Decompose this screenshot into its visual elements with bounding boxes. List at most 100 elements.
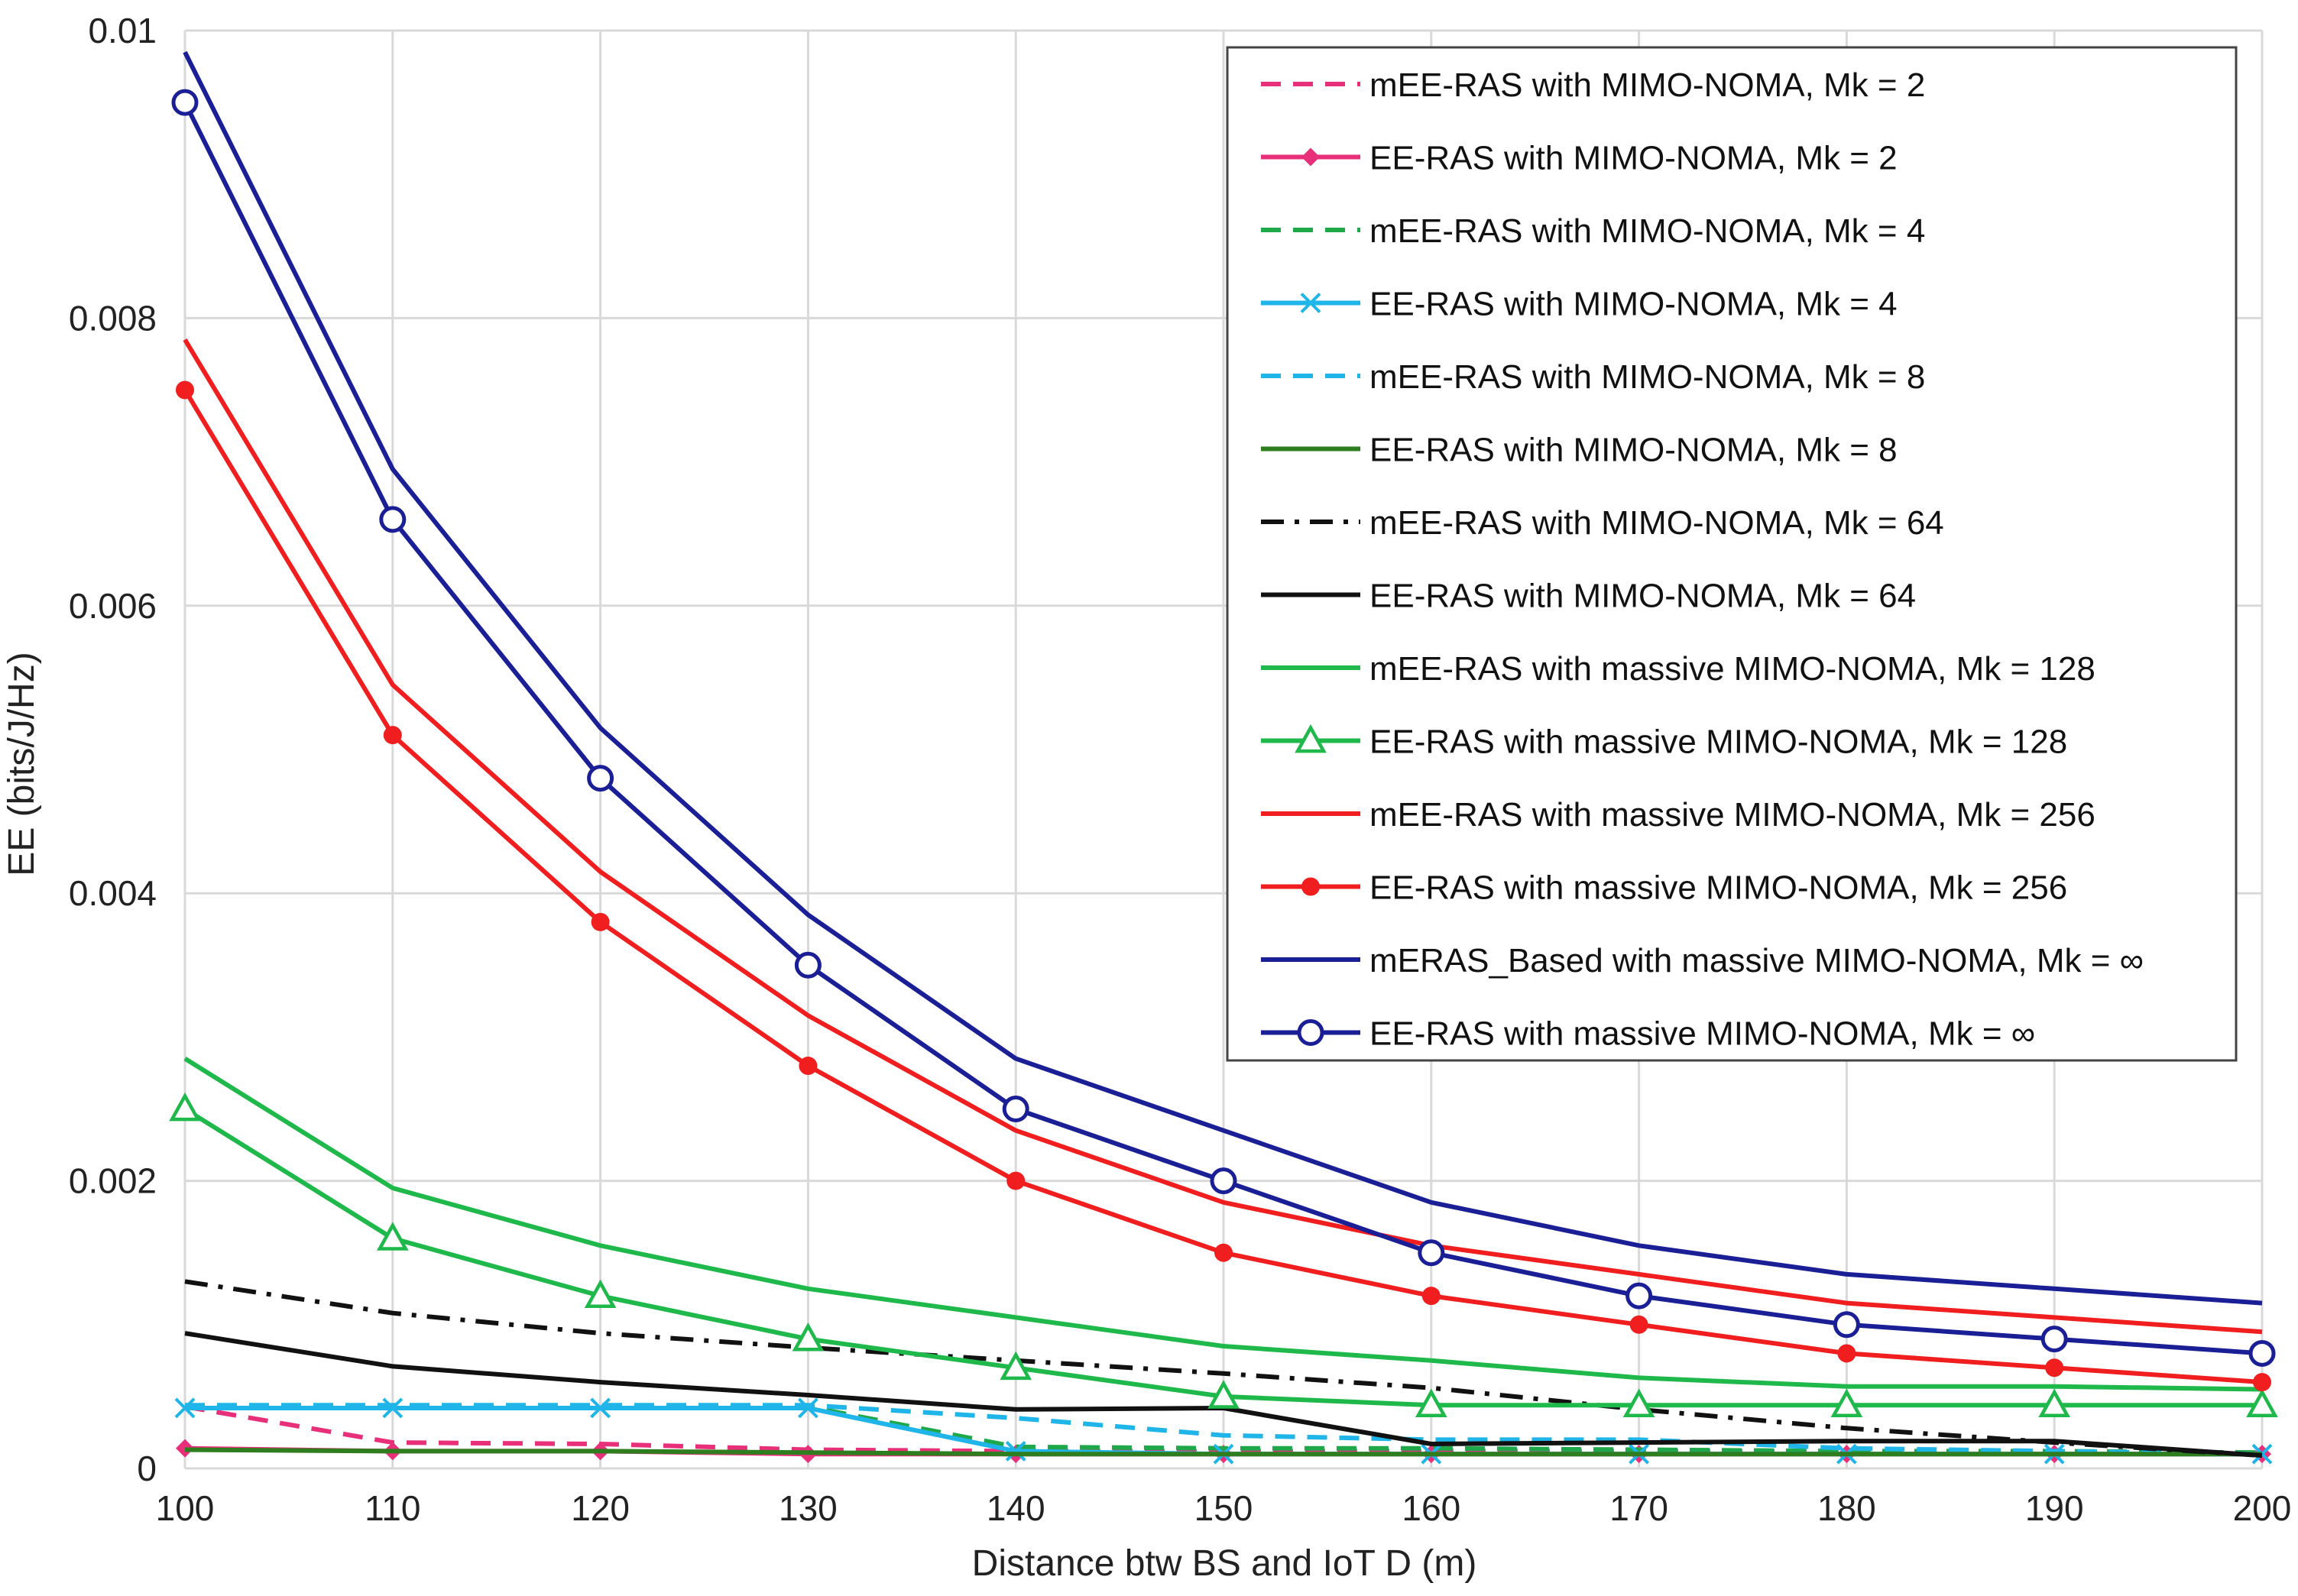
data-point [383,726,402,745]
legend-label: mEE-RAS with massive MIMO-NOMA, Mk = 256 [1369,796,2095,834]
x-axis-ticks: 100 110 120 130 140 150 160 170 180 190 200 [156,1488,2292,1528]
data-point [376,1222,409,1251]
legend-entry: mEE-RAS with massive MIMO-NOMA, Mk = 256 [1261,796,2095,834]
data-point [587,765,614,792]
legend-entry: mERAS_Based with massive MIMO-NOMA, Mk =… [1261,942,2144,979]
data-point [1837,1344,1856,1363]
legend-label: EE-RAS with massive MIMO-NOMA, Mk = ∞ [1369,1015,2035,1053]
legend-label: EE-RAS with MIMO-NOMA, Mk = 4 [1369,286,1898,323]
data-point [1629,1315,1648,1334]
series-line [184,1447,2262,1457]
x-tick-label: 160 [1402,1488,1460,1528]
data-point [174,1397,196,1419]
data-point [2038,1388,2071,1418]
data-point [169,1092,201,1122]
data-point [792,1322,825,1352]
data-point [1833,1311,1860,1339]
series-12 [183,50,2263,1306]
legend-marker [1300,293,1321,313]
legend-label: EE-RAS with massive MIMO-NOMA, Mk = 128 [1369,724,2067,761]
y-tick-label: 0.004 [69,873,157,913]
data-point [382,1397,404,1419]
legend-entry: mEE-RAS with MIMO-NOMA, Mk = 8 [1261,358,1925,396]
legend-label: mEE-RAS with MIMO-NOMA, Mk = 64 [1369,504,1944,542]
data-point [1002,1096,1029,1122]
series-13 [171,89,2276,1367]
y-tick-label: 0.008 [69,298,157,338]
series-line [183,338,2263,1335]
data-point [1622,1388,1655,1418]
legend-label: EE-RAS with MIMO-NOMA, Mk = 8 [1369,432,1898,469]
x-tick-label: 170 [1609,1488,1668,1528]
x-tick-label: 120 [571,1488,630,1528]
legend-label: EE-RAS with MIMO-NOMA, Mk = 2 [1369,140,1898,177]
legend-entry: mEE-RAS with MIMO-NOMA, Mk = 2 [1261,66,1925,104]
legend-label: EE-RAS with MIMO-NOMA, Mk = 64 [1369,578,1916,615]
data-point [2040,1326,2068,1353]
legend-marker [1301,147,1320,167]
series-line [185,1404,2263,1455]
legend-entry: mEE-RAS with MIMO-NOMA, Mk = 64 [1261,504,1944,542]
x-tick-label: 100 [156,1488,215,1528]
data-point [1625,1282,1653,1309]
data-point [1421,1287,1441,1306]
legend-entry: EE-RAS with MIMO-NOMA, Mk = 2 [1261,140,1898,177]
legend-label: mEE-RAS with MIMO-NOMA, Mk = 2 [1369,66,1925,104]
series-6 [184,1279,2263,1458]
legend: mEE-RAS with MIMO-NOMA, Mk = 2 EE-RAS wit… [1226,46,2238,1062]
data-point [1214,1243,1233,1262]
legend-entry: EE-RAS with MIMO-NOMA, Mk = 64 [1261,578,1916,615]
legend-marker [1295,724,1327,753]
x-tick-label: 130 [779,1488,838,1528]
legend-marker [1297,1019,1324,1046]
y-tick-label: 0.01 [88,11,157,50]
data-point [799,1057,818,1076]
data-point [1830,1388,1863,1418]
data-point [1207,1380,1240,1409]
data-point [379,506,407,533]
series-11 [176,380,2271,1392]
data-point [1006,1171,1026,1190]
legend-entry: EE-RAS with massive MIMO-NOMA, Mk = 256 [1261,869,2067,907]
data-point [1210,1167,1237,1195]
x-tick-label: 180 [1817,1488,1876,1528]
legend-entry: mEE-RAS with massive MIMO-NOMA, Mk = 128 [1261,650,2095,688]
legend-box [1226,46,2238,1062]
data-point [1005,1441,1026,1462]
series-9 [169,1092,2278,1418]
data-point [2246,1388,2278,1418]
x-tick-label: 200 [2233,1488,2292,1528]
y-tick-label: 0.006 [69,586,157,626]
legend-entry: EE-RAS with MIMO-NOMA, Mk = 8 [1261,432,1898,469]
data-point [590,1397,611,1419]
legend-label: EE-RAS with massive MIMO-NOMA, Mk = 256 [1369,869,2067,907]
series-line [183,1057,2263,1392]
data-point [1000,1351,1032,1381]
y-axis-label: EE (bits/J/Hz) [2,652,42,876]
series-group [169,50,2278,1465]
series-10 [183,338,2263,1335]
legend-entry: EE-RAS with massive MIMO-NOMA, Mk = 128 [1261,724,2067,761]
legend-label: mERAS_Based with massive MIMO-NOMA, Mk =… [1369,942,2144,979]
series-2 [185,1404,2263,1455]
series-line [185,1403,2263,1457]
y-axis-ticks: 0 0.002 0.004 0.006 0.008 0.01 [69,11,157,1488]
data-point [584,1279,617,1309]
data-point [171,89,199,116]
data-point [2253,1373,2271,1392]
x-tick-label: 140 [987,1488,1045,1528]
data-point [1415,1388,1447,1418]
y-tick-label: 0 [137,1449,157,1488]
series-8 [183,1057,2263,1392]
legend-entry: mEE-RAS with MIMO-NOMA, Mk = 4 [1261,212,1925,250]
x-tick-label: 110 [365,1488,420,1528]
data-point [2248,1339,2276,1367]
series-line [184,1279,2263,1458]
legend-label: mEE-RAS with MIMO-NOMA, Mk = 4 [1369,212,1925,250]
data-point [1418,1239,1445,1267]
data-point [2045,1358,2064,1377]
series-4 [185,1403,2263,1457]
series-5 [184,1447,2262,1457]
series-line [183,50,2263,1306]
